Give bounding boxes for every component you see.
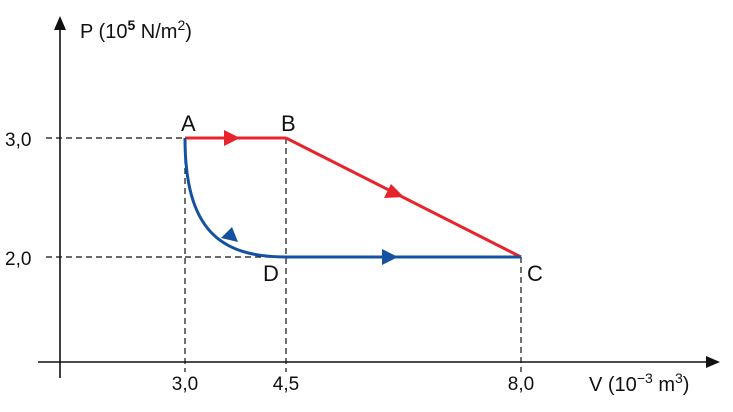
point-label-d: D bbox=[263, 261, 279, 286]
point-label-a: A bbox=[181, 111, 196, 136]
x-axis-title: V (10−3 m3) bbox=[589, 370, 689, 396]
arrow-a-to-b bbox=[224, 130, 240, 146]
point-label-c: C bbox=[527, 261, 543, 286]
guide-lines bbox=[46, 137, 522, 372]
arrow-a-to-d bbox=[221, 227, 238, 242]
path-b-to-c bbox=[285, 136, 522, 259]
arrow-b-to-c bbox=[384, 184, 404, 198]
point-label-b: B bbox=[281, 111, 296, 136]
y-axis-title: P (105 N/m2) bbox=[80, 17, 192, 43]
x-tick-label: 3,0 bbox=[172, 374, 198, 395]
path-a-to-d bbox=[183, 137, 287, 259]
arrow-d-to-c bbox=[382, 249, 398, 265]
x-tick-label: 4,5 bbox=[273, 374, 299, 395]
x-tick-label: 8,0 bbox=[508, 374, 534, 395]
y-tick-label: 2,0 bbox=[5, 249, 31, 270]
y-tick-label: 3,0 bbox=[5, 130, 31, 151]
